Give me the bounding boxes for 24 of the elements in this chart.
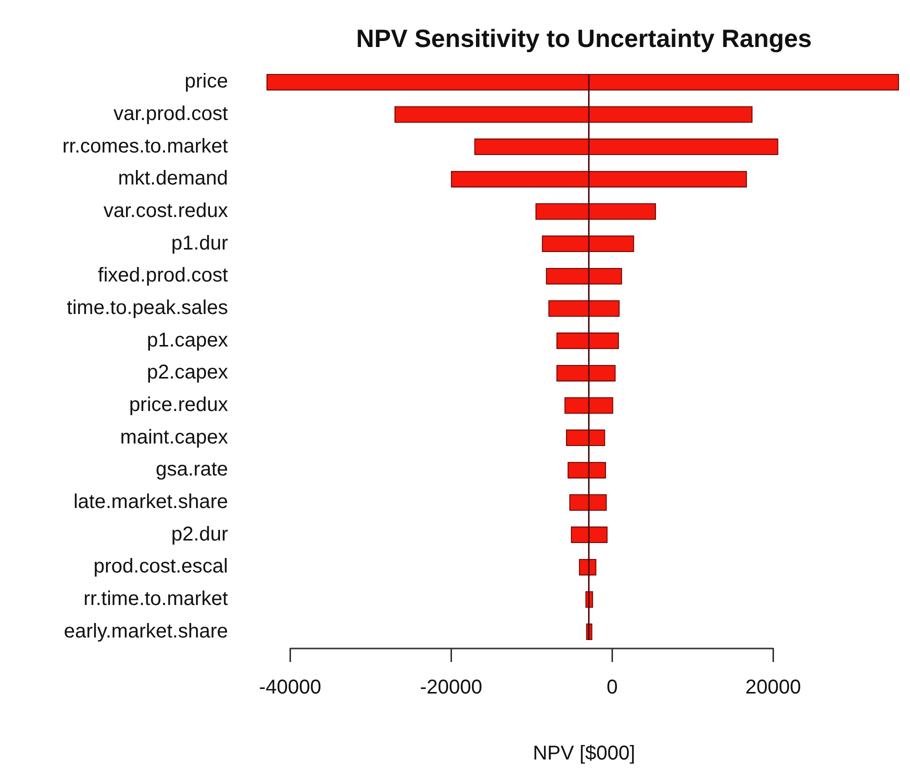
y-tick-label: p2.dur bbox=[171, 523, 228, 546]
y-tick-label: time.to.peak.sales bbox=[66, 297, 228, 320]
y-tick-label: p1.capex bbox=[146, 329, 228, 352]
x-tick-label: -40000 bbox=[259, 676, 322, 699]
y-tick-label: var.prod.cost bbox=[113, 103, 228, 126]
y-tick-label: prod.cost.escal bbox=[93, 556, 228, 578]
y-tick-label: fixed.prod.cost bbox=[98, 264, 228, 287]
y-tick-label: early.market.share bbox=[64, 620, 228, 642]
y-tick-label: gsa.rate bbox=[156, 458, 228, 481]
y-tick-label: rr.time.to.market bbox=[84, 588, 228, 610]
chart-title: NPV Sensitivity to Uncertainty Ranges bbox=[356, 24, 812, 53]
y-tick-label: late.market.share bbox=[73, 491, 228, 514]
y-tick-label: p1.dur bbox=[171, 232, 228, 254]
y-tick-label: price bbox=[184, 70, 228, 93]
x-tick-label: 0 bbox=[606, 676, 618, 699]
y-tick-label: p2.capex bbox=[146, 362, 228, 384]
x-tick-label: 20000 bbox=[745, 676, 801, 699]
y-tick-label: price.redux bbox=[129, 394, 228, 416]
y-tick-label: var.cost.redux bbox=[103, 200, 228, 222]
x-axis-title: NPV [$000] bbox=[532, 742, 636, 765]
y-tick-label: maint.capex bbox=[120, 426, 228, 448]
y-tick-label: rr.comes.to.market bbox=[62, 135, 228, 158]
y-tick-label: mkt.demand bbox=[118, 168, 228, 190]
x-tick-label: -20000 bbox=[420, 676, 482, 699]
